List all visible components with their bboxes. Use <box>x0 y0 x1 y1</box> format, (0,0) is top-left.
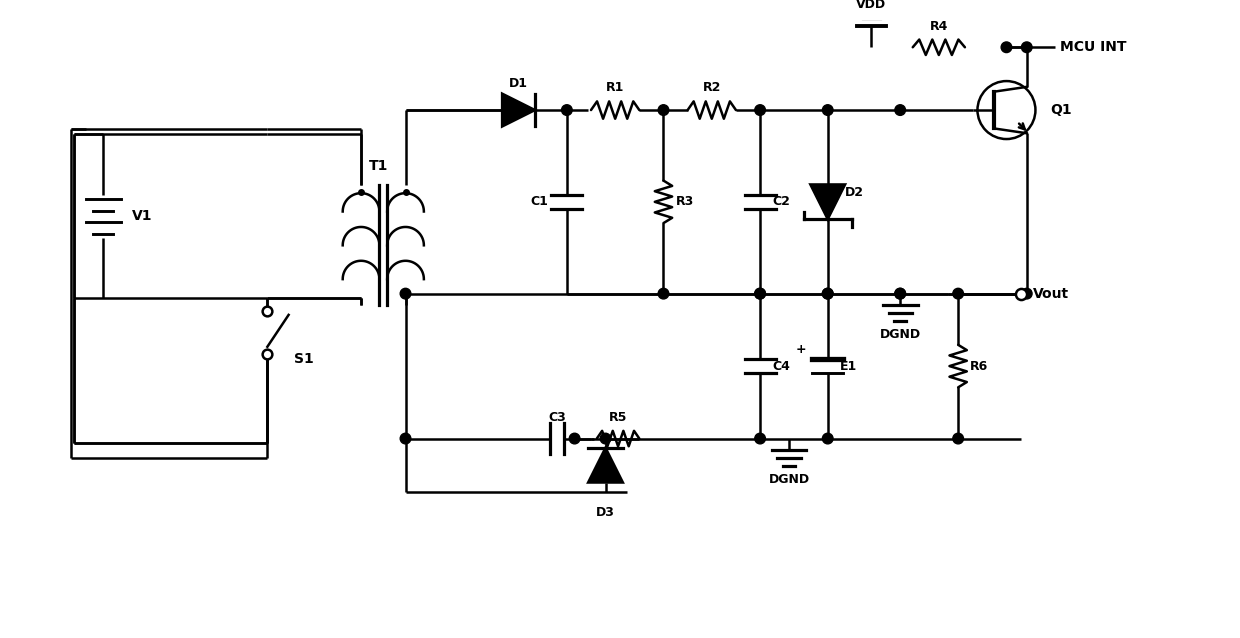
Text: Q1: Q1 <box>1050 103 1071 117</box>
Circle shape <box>822 288 833 299</box>
Circle shape <box>952 433 963 444</box>
Text: E1: E1 <box>841 360 858 373</box>
Circle shape <box>895 105 905 115</box>
Circle shape <box>952 288 963 299</box>
Text: D2: D2 <box>846 186 864 198</box>
Text: MCU INT: MCU INT <box>1060 40 1126 54</box>
Circle shape <box>562 105 572 115</box>
Text: C3: C3 <box>548 411 567 424</box>
Text: R6: R6 <box>970 360 988 373</box>
Circle shape <box>1001 42 1012 52</box>
Circle shape <box>755 105 765 115</box>
Circle shape <box>569 433 580 444</box>
Text: R2: R2 <box>703 81 720 94</box>
Circle shape <box>401 433 410 444</box>
Circle shape <box>658 288 668 299</box>
Circle shape <box>658 105 668 115</box>
Circle shape <box>822 105 833 115</box>
Text: C4: C4 <box>773 360 790 373</box>
Polygon shape <box>810 184 846 219</box>
Text: C1: C1 <box>531 195 549 209</box>
Text: V1: V1 <box>133 209 153 223</box>
Text: T1: T1 <box>368 159 388 173</box>
Polygon shape <box>588 448 622 482</box>
Circle shape <box>755 433 765 444</box>
Text: D1: D1 <box>510 77 528 89</box>
Circle shape <box>600 433 611 444</box>
Circle shape <box>822 433 833 444</box>
Text: +: + <box>795 343 806 356</box>
Text: DGND: DGND <box>769 473 810 486</box>
Circle shape <box>755 288 765 299</box>
Text: R1: R1 <box>606 81 625 94</box>
Circle shape <box>1022 288 1032 299</box>
Circle shape <box>401 288 410 299</box>
Text: Vout: Vout <box>1033 286 1069 300</box>
Polygon shape <box>502 94 534 126</box>
Text: R5: R5 <box>609 411 627 424</box>
Circle shape <box>895 288 905 299</box>
Text: VDD: VDD <box>856 0 887 11</box>
Circle shape <box>1022 42 1032 52</box>
Circle shape <box>822 288 833 299</box>
Circle shape <box>895 288 905 299</box>
Circle shape <box>755 288 765 299</box>
Text: D3: D3 <box>596 507 615 519</box>
Text: DGND: DGND <box>879 328 921 341</box>
Text: S1: S1 <box>294 352 314 366</box>
Text: C2: C2 <box>773 195 790 209</box>
Text: R3: R3 <box>676 195 694 209</box>
Text: R4: R4 <box>930 20 949 33</box>
